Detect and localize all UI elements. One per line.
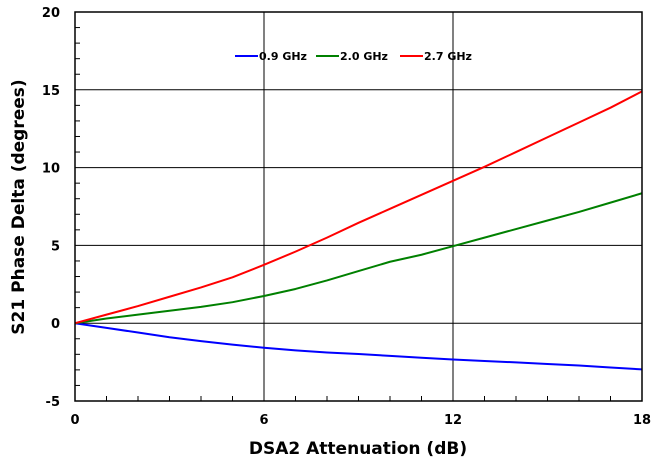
series-line-2-0-ghz <box>74 192 643 325</box>
legend-label: 2.0 GHz <box>340 50 388 63</box>
y-tick-label: 0 <box>51 317 60 332</box>
y-tick-label: 15 <box>42 84 60 99</box>
x-tick-label: 18 <box>633 413 651 428</box>
x-tick-label: 12 <box>444 413 462 428</box>
y-tick-label: 10 <box>42 162 60 177</box>
plot-frame <box>74 11 643 402</box>
y-axis-title: S21 Phase Delta (degrees) <box>9 79 29 334</box>
series-line-0-9-ghz <box>74 322 643 371</box>
x-tick-label: 6 <box>259 413 268 428</box>
x-tick-labels: 0 6 12 18 <box>70 413 651 428</box>
x-axis-title: DSA2 Attenuation (dB) <box>249 439 467 459</box>
minor-ticks <box>75 27 611 401</box>
grid-lines <box>75 12 642 401</box>
legend-label: 2.7 GHz <box>424 50 472 63</box>
x-tick-label: 0 <box>70 413 79 428</box>
legend: 0.9 GHz 2.0 GHz 2.7 GHz <box>235 50 472 63</box>
y-tick-label: 20 <box>42 6 60 21</box>
series-lines <box>74 90 643 371</box>
y-tick-label: 5 <box>51 239 60 254</box>
series-line-2-7-ghz <box>74 90 643 325</box>
y-tick-label: -5 <box>46 395 60 410</box>
y-tick-labels: -5 0 5 10 15 20 <box>42 6 60 410</box>
legend-label: 0.9 GHz <box>259 50 307 63</box>
